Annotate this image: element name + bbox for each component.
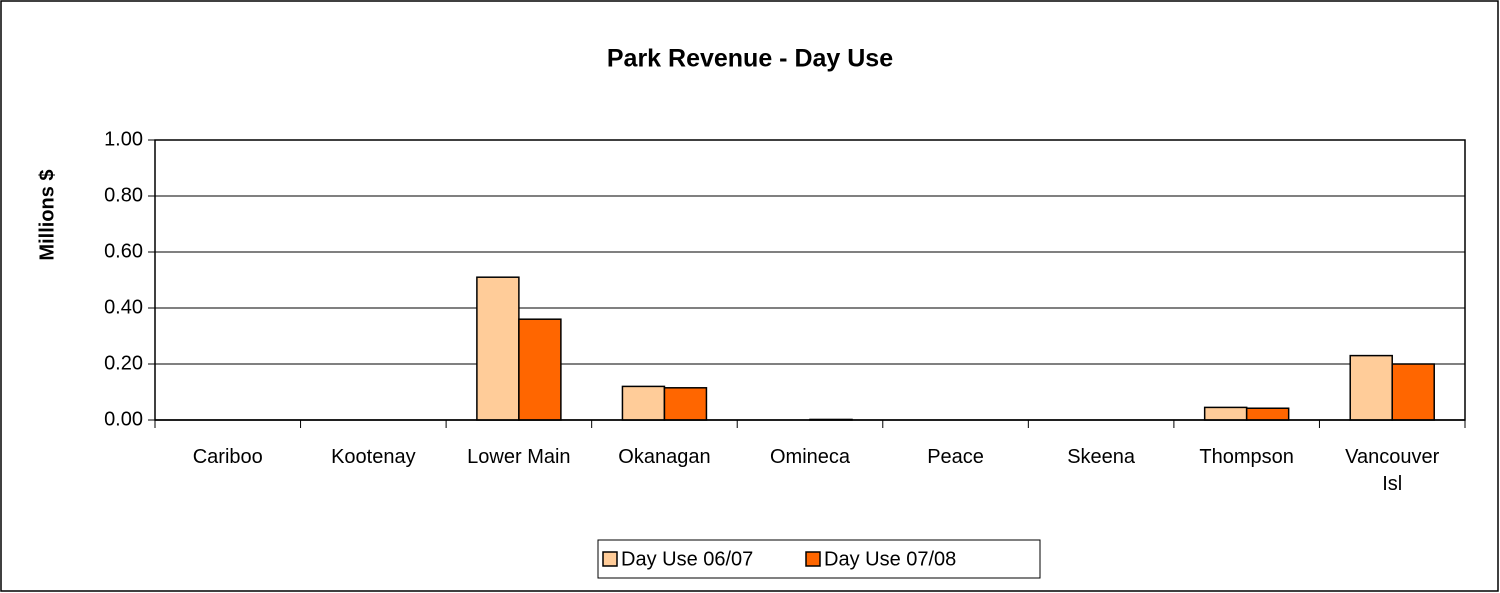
y-tick-label: 0.60 xyxy=(104,240,143,262)
x-tick-label: Vancouver Isl xyxy=(1345,446,1440,495)
x-tick-label: Peace xyxy=(927,446,984,468)
bar xyxy=(476,276,520,421)
x-tick-label: Skeena xyxy=(1067,446,1136,468)
bar xyxy=(1391,363,1435,421)
bar xyxy=(1245,407,1290,421)
legend-label: Day Use 06/07 xyxy=(621,548,753,570)
bar xyxy=(1349,354,1393,421)
y-tick-label: 0.80 xyxy=(104,184,143,206)
y-tick-label: 0.20 xyxy=(104,352,143,374)
x-tick-label: Cariboo xyxy=(192,446,263,468)
x-tick-label: Lower Main xyxy=(467,446,571,468)
x-tick-label: Kootenay xyxy=(331,446,416,468)
bar xyxy=(518,318,562,421)
y-tick-label: 0.00 xyxy=(104,408,143,430)
bar xyxy=(663,387,708,421)
x-tick-label: Omineca xyxy=(769,446,851,468)
chart-title: Park Revenue - Day Use xyxy=(607,45,893,73)
legend-swatch xyxy=(805,551,821,567)
bar xyxy=(621,385,666,421)
bar xyxy=(1203,406,1248,421)
y-tick-label: 0.40 xyxy=(104,296,143,318)
legend-label: Day Use 07/08 xyxy=(824,548,956,570)
plot-area xyxy=(154,139,1466,421)
legend-swatch xyxy=(602,551,618,567)
y-tick-label: 1.00 xyxy=(104,128,143,150)
x-tick-label: Okanagan xyxy=(618,446,711,468)
y-axis-title: Millions $ xyxy=(36,169,58,260)
x-tick-label: Thompson xyxy=(1199,446,1294,468)
